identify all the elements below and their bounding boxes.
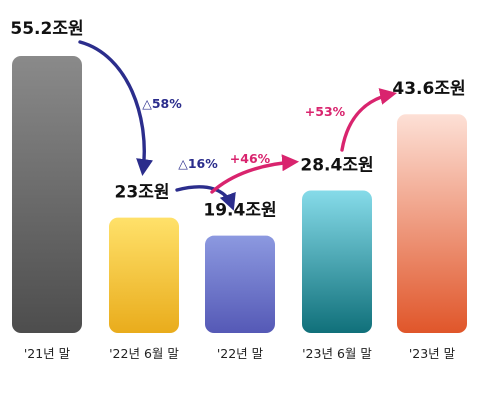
value-label-2: 19.4조원	[203, 201, 276, 221]
bar-0	[12, 56, 82, 333]
bars	[12, 56, 467, 333]
change-label-2: +46%	[230, 151, 271, 166]
change-arrow-0	[78, 40, 153, 177]
bar-4	[397, 114, 467, 333]
change-arrow-2	[210, 154, 300, 194]
change-arrow-3	[340, 88, 397, 152]
change-label-3: +53%	[305, 104, 346, 119]
category-labels: '21년 말 '22년 6월 말 '22년 말 '23년 6월 말 '23년 말	[24, 346, 456, 361]
value-label-4: 43.6조원	[392, 79, 465, 99]
value-label-0: 55.2조원	[10, 19, 83, 39]
category-label-4: '23년 말	[409, 346, 456, 361]
category-label-3: '23년 6월 말	[302, 346, 372, 361]
change-arrows: △58% △16% +46% +53%	[78, 40, 397, 211]
category-label-2: '22년 말	[217, 346, 264, 361]
category-label-1: '22년 6월 말	[109, 346, 179, 361]
value-labels: 55.2조원 23조원 19.4조원 28.4조원 43.6조원	[10, 19, 465, 221]
bar-1	[109, 217, 179, 333]
change-label-0: △58%	[142, 96, 182, 111]
value-label-3: 28.4조원	[300, 155, 373, 175]
value-label-1: 23조원	[115, 183, 170, 203]
category-label-0: '21년 말	[24, 346, 71, 361]
bar-3	[302, 190, 372, 333]
change-label-1: △16%	[178, 156, 218, 171]
bar-2	[205, 235, 275, 333]
